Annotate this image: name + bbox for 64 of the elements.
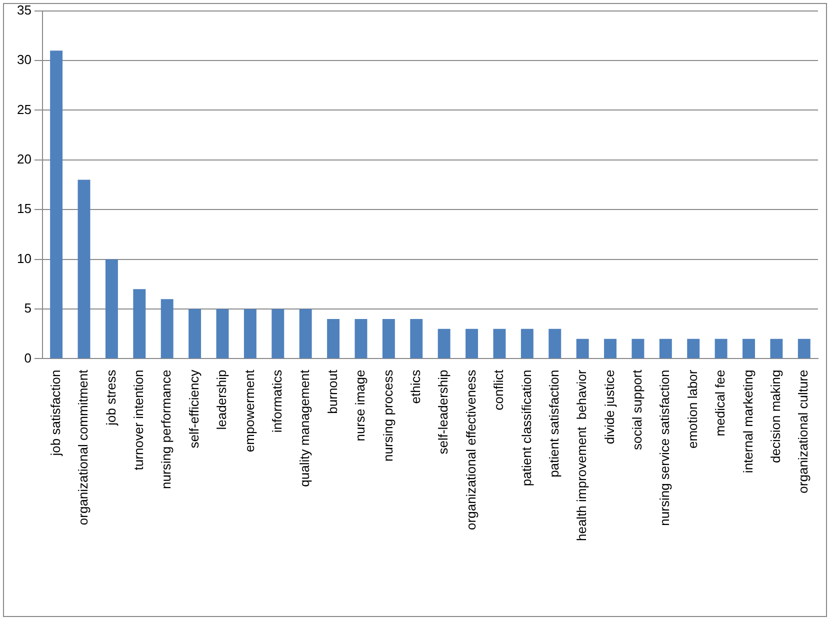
x-tick-label: ethics [408,369,423,404]
x-tick-label: medical fee [712,370,728,436]
bar [160,299,174,358]
x-tick-label: health improvement behavior [574,369,590,542]
x-tick-label: informatics [269,369,284,433]
bar [714,338,728,358]
bar [466,328,478,358]
bar [133,289,146,358]
bar [770,338,783,358]
y-tick-label: 10 [16,250,32,266]
x-tick-label: nursing service satisfaction [657,370,672,526]
x-tick-label: internal marketing [740,370,756,474]
x-tick-label: quality management [297,369,312,487]
x-tick-label: decision making [768,370,784,463]
x-tick-label: burnout [324,369,340,414]
bar [742,338,755,358]
y-tick-label: 35 [16,2,32,18]
bar [520,328,534,358]
bar [244,309,256,358]
bar [354,318,368,358]
x-tick-label: leadership [214,370,230,430]
y-tick-label: 0 [24,350,32,366]
bar [216,309,229,358]
bar [410,318,423,358]
bar [105,259,118,358]
bar [272,309,284,358]
y-tick-label: 25 [16,102,32,117]
bar [50,50,63,358]
bar [382,318,395,358]
y-tick-label: 20 [16,151,32,166]
x-tick-label: divide justice [602,370,617,444]
x-tick-label: social support [630,369,645,450]
x-tick-label: organizational commitment [76,369,91,526]
bar [299,309,312,358]
x-tick-label: job stress [103,369,118,426]
x-tick-label: conflict [491,369,506,410]
y-tick-label: 30 [16,52,32,68]
x-tick-label: patient classification [518,370,534,486]
bar [78,180,90,358]
bar [548,328,562,358]
x-tick-label: nurse image [352,370,368,442]
bar [687,338,700,358]
bar [493,328,506,358]
bar [604,338,616,358]
x-tick-label: organizational culture [796,370,811,494]
x-tick-label: organizational effectiveness [463,369,478,530]
x-tick-label: self-efficiency [186,369,202,448]
x-tick-label: self-leadership [436,370,451,454]
bar [659,338,672,358]
y-tick-label: 15 [16,201,32,216]
y-tick-label: 5 [24,300,32,316]
x-tick-label: turnover intention [130,370,146,470]
bar [632,338,644,358]
x-tick-label: empowerment [242,369,257,452]
x-tick-label: nursing process [380,369,396,462]
bar [798,338,810,358]
bar [188,309,202,358]
x-tick-label: nursing performance [158,370,174,489]
x-tick-label: emotion labor [684,369,700,449]
x-tick-label: patient satisfaction [546,370,562,478]
bar [576,338,589,358]
bar [438,328,450,358]
x-tick-label: job satisfaction [48,370,63,457]
bar [327,318,340,358]
